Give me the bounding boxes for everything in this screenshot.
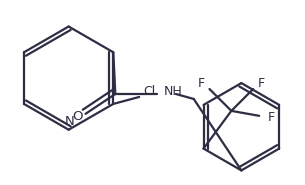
- Text: F: F: [198, 77, 205, 90]
- Text: N: N: [65, 115, 74, 128]
- Text: F: F: [268, 111, 275, 124]
- Text: Cl: Cl: [143, 85, 155, 97]
- Text: O: O: [72, 110, 83, 123]
- Text: NH: NH: [164, 85, 183, 97]
- Text: F: F: [257, 77, 265, 90]
